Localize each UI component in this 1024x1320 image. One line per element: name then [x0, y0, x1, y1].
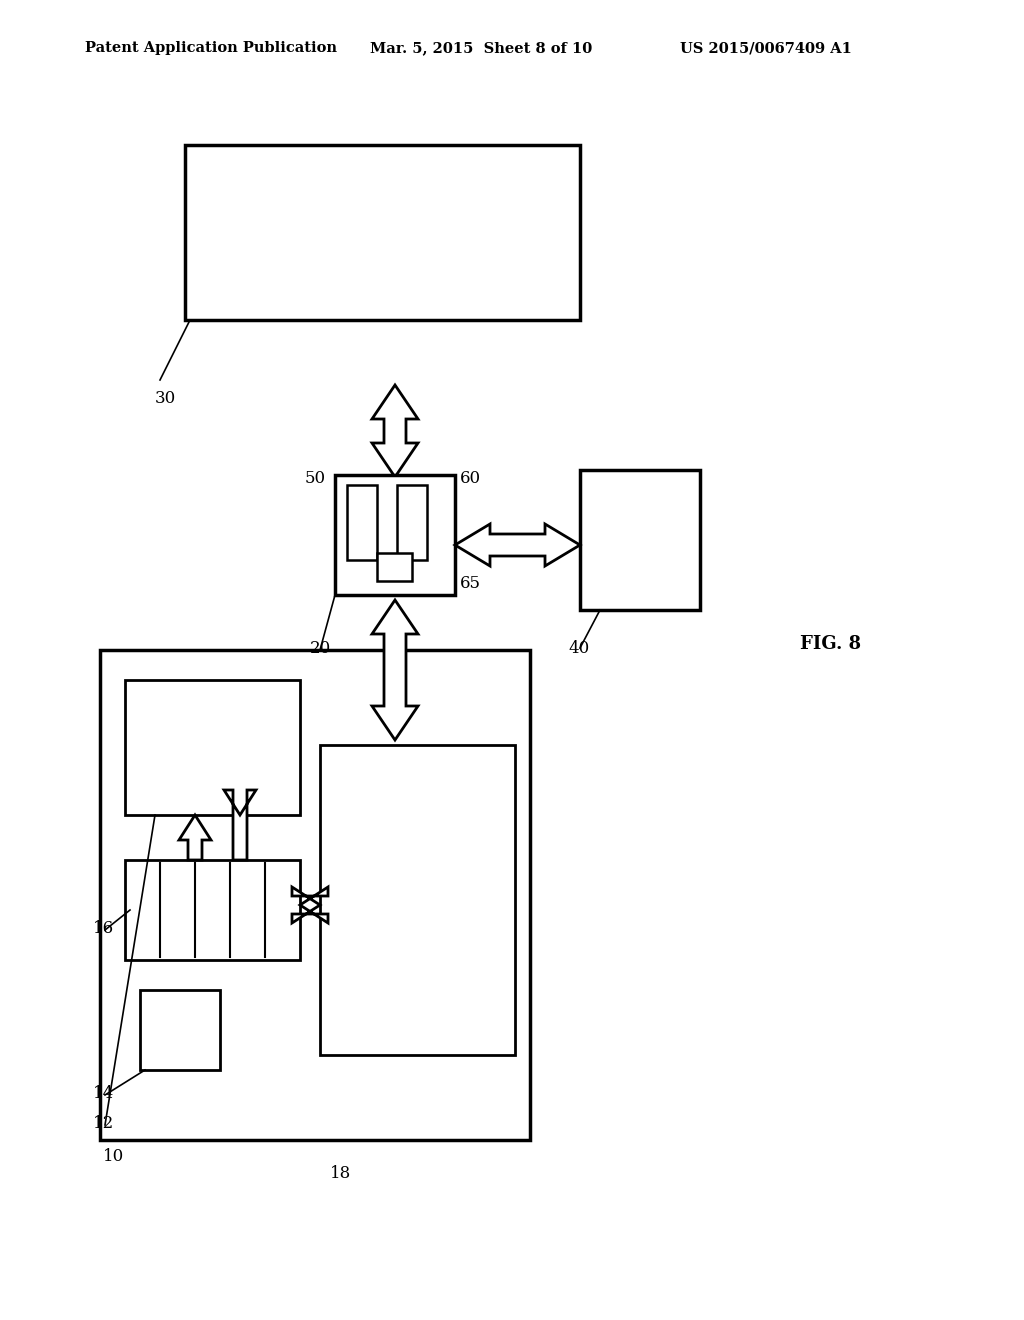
- Polygon shape: [292, 887, 328, 923]
- Text: 16: 16: [93, 920, 114, 937]
- Bar: [100, 649, 530, 1140]
- Text: Patent Application Publication: Patent Application Publication: [85, 41, 337, 55]
- Bar: [140, 990, 220, 1071]
- Text: 50: 50: [305, 470, 326, 487]
- Text: 65: 65: [460, 576, 481, 591]
- Text: US 2015/0067409 A1: US 2015/0067409 A1: [680, 41, 852, 55]
- Text: 14: 14: [93, 1085, 115, 1102]
- Bar: [397, 484, 427, 560]
- Text: 18: 18: [330, 1166, 351, 1181]
- Bar: [335, 475, 455, 595]
- Bar: [319, 744, 515, 1055]
- Polygon shape: [372, 601, 418, 741]
- Bar: [377, 553, 412, 581]
- Text: 20: 20: [310, 640, 331, 657]
- Polygon shape: [455, 524, 580, 566]
- Polygon shape: [224, 789, 256, 861]
- Bar: [347, 484, 377, 560]
- Text: 30: 30: [155, 389, 176, 407]
- Bar: [125, 680, 300, 814]
- Text: 12: 12: [93, 1115, 115, 1133]
- Bar: [185, 145, 580, 319]
- Text: FIG. 8: FIG. 8: [800, 635, 861, 653]
- Text: 40: 40: [568, 640, 589, 657]
- Bar: [125, 861, 300, 960]
- Polygon shape: [179, 814, 211, 861]
- Text: 10: 10: [103, 1148, 124, 1166]
- Text: Mar. 5, 2015  Sheet 8 of 10: Mar. 5, 2015 Sheet 8 of 10: [370, 41, 592, 55]
- Polygon shape: [372, 385, 418, 477]
- Text: 60: 60: [460, 470, 481, 487]
- Bar: [580, 470, 700, 610]
